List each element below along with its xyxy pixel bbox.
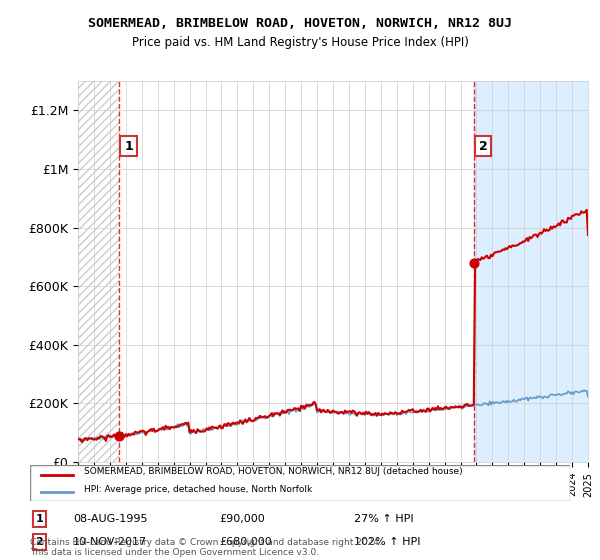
Text: 08-AUG-1995: 08-AUG-1995 xyxy=(73,514,148,524)
Text: 27% ↑ HPI: 27% ↑ HPI xyxy=(354,514,413,524)
Point xyxy=(115,431,124,440)
Text: 10-NOV-2017: 10-NOV-2017 xyxy=(73,536,148,547)
Text: Contains HM Land Registry data © Crown copyright and database right 2024.
This d: Contains HM Land Registry data © Crown c… xyxy=(30,538,382,557)
Bar xyxy=(474,81,588,462)
Text: 1: 1 xyxy=(35,514,43,524)
Text: £90,000: £90,000 xyxy=(219,514,265,524)
Text: 102% ↑ HPI: 102% ↑ HPI xyxy=(354,536,421,547)
Text: £680,000: £680,000 xyxy=(219,536,272,547)
Text: Price paid vs. HM Land Registry's House Price Index (HPI): Price paid vs. HM Land Registry's House … xyxy=(131,36,469,49)
Bar xyxy=(119,81,474,462)
Text: 2: 2 xyxy=(35,536,43,547)
Point xyxy=(469,258,479,267)
Text: SOMERMEAD, BRIMBELOW ROAD, HOVETON, NORWICH, NR12 8UJ (detached house): SOMERMEAD, BRIMBELOW ROAD, HOVETON, NORW… xyxy=(84,468,463,477)
Text: HPI: Average price, detached house, North Norfolk: HPI: Average price, detached house, Nort… xyxy=(84,485,312,494)
FancyBboxPatch shape xyxy=(30,465,570,501)
Bar xyxy=(78,81,119,462)
Text: SOMERMEAD, BRIMBELOW ROAD, HOVETON, NORWICH, NR12 8UJ: SOMERMEAD, BRIMBELOW ROAD, HOVETON, NORW… xyxy=(88,17,512,30)
Text: 2: 2 xyxy=(479,140,488,153)
Text: 1: 1 xyxy=(124,140,133,153)
